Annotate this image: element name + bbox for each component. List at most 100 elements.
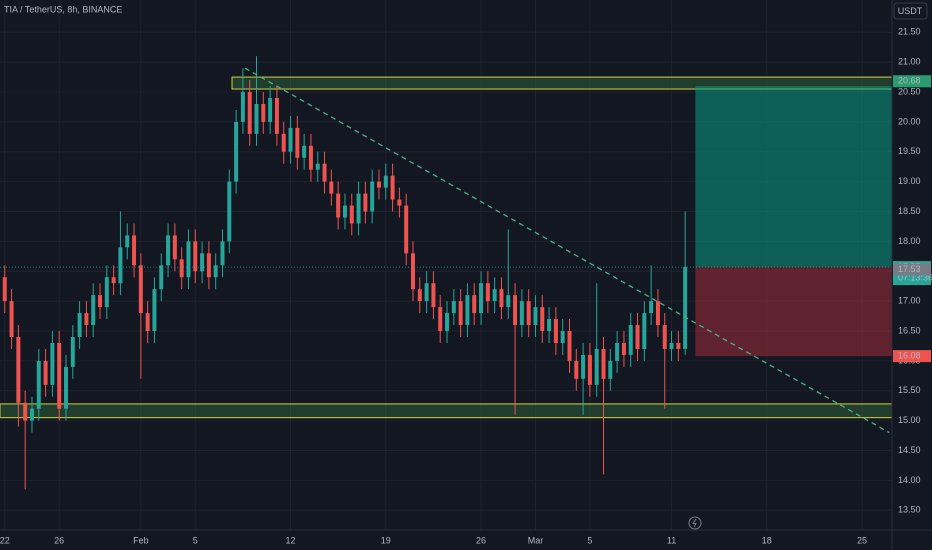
candle-body	[649, 301, 654, 314]
candle-body	[43, 360, 48, 385]
candle-body	[50, 342, 55, 385]
price-label: 20.68	[898, 76, 921, 86]
candle-body	[458, 301, 463, 326]
x-tick-label: 11	[667, 535, 676, 545]
candle-body	[465, 295, 470, 326]
candle-body	[247, 92, 252, 134]
candle-body	[227, 181, 232, 242]
candle-body	[29, 408, 34, 421]
candle-body	[220, 241, 225, 266]
candle-body	[683, 267, 688, 349]
y-tick-label: 14.50	[898, 445, 921, 455]
candle-body	[261, 103, 266, 122]
candle-body	[404, 205, 409, 254]
candle-body	[308, 145, 313, 170]
candle-body	[63, 366, 68, 409]
candle-body	[111, 277, 116, 284]
candle-body	[138, 265, 143, 314]
candle-body	[383, 175, 388, 188]
candle-body	[519, 301, 524, 326]
candle-body	[200, 253, 205, 272]
candle-body	[91, 295, 96, 326]
candle-body	[234, 121, 239, 182]
candle-body	[159, 265, 164, 290]
y-tick-label: 18.00	[898, 236, 921, 246]
y-tick-label: 14.00	[898, 475, 921, 485]
candle-body	[104, 277, 109, 308]
candle-body	[533, 307, 538, 326]
candle-body	[485, 283, 490, 302]
candle-body	[77, 313, 82, 338]
candle-body	[2, 277, 7, 302]
candle-body	[445, 313, 450, 332]
candle-body	[356, 193, 361, 224]
candle-body	[132, 235, 137, 266]
y-tick-label: 20.00	[898, 116, 921, 126]
candle-body	[70, 337, 75, 367]
y-tick-label: 19.00	[898, 176, 921, 186]
price-label: 16.08	[898, 350, 921, 360]
y-tick-label: 15.50	[898, 385, 921, 395]
y-tick-label: 13.50	[898, 505, 921, 515]
candle-body	[587, 354, 592, 385]
candle-body	[213, 265, 218, 278]
price-label-box	[893, 263, 931, 276]
x-tick-label: 5	[193, 535, 198, 545]
candle-body	[145, 313, 150, 332]
candle-body	[23, 402, 28, 421]
candle-body	[411, 253, 416, 290]
y-axis-label: USDT	[898, 6, 923, 16]
candle-body	[574, 360, 579, 379]
candle-body	[601, 348, 606, 379]
candle-body	[206, 253, 211, 278]
candle-body	[363, 193, 368, 212]
candle-body	[608, 360, 613, 379]
candle-body	[492, 289, 497, 302]
candle-body	[526, 301, 531, 326]
candle-body	[172, 235, 177, 260]
countdown: 07:13:36	[898, 272, 932, 282]
candle-body	[9, 301, 14, 338]
y-tick-label: 21.50	[898, 27, 921, 37]
candle-body	[349, 205, 354, 224]
chart-title: TIA / TetherUS, 8h, BINANCE	[4, 4, 122, 14]
unit-box[interactable]	[893, 2, 928, 20]
replay-icon[interactable]	[688, 516, 702, 530]
candle-body	[431, 283, 436, 308]
price-label: 17.53	[898, 264, 921, 274]
candle-body	[152, 289, 157, 332]
candle-body	[240, 92, 245, 122]
zone	[0, 403, 893, 419]
price-label-box	[893, 75, 931, 88]
x-tick-label: 26	[54, 535, 64, 545]
x-tick-label: 22	[0, 535, 10, 545]
candle-body	[288, 127, 293, 152]
candle-body	[36, 360, 41, 409]
candle-body	[16, 337, 21, 403]
candle-body	[669, 342, 674, 349]
candle-body	[642, 313, 647, 349]
y-tick-label: 15.00	[898, 415, 921, 425]
candle-body	[567, 331, 572, 361]
stop-area	[695, 267, 892, 357]
candle-body	[118, 247, 123, 284]
candle-body	[370, 181, 375, 212]
candle-body	[553, 319, 558, 343]
candle-body	[302, 145, 307, 158]
candle-body	[581, 354, 586, 379]
x-tick-label: 25	[857, 535, 867, 545]
candle-body	[560, 331, 565, 343]
candle-body	[342, 205, 347, 218]
candle-body	[621, 342, 626, 355]
bolt	[692, 518, 697, 528]
candle-body	[676, 342, 681, 349]
candle-body	[125, 235, 130, 248]
x-tick-label: 26	[476, 535, 486, 545]
candle-body	[193, 241, 198, 272]
candle-body	[451, 301, 456, 314]
candle-body	[336, 193, 341, 218]
candle-body	[84, 313, 89, 326]
candle-body	[506, 295, 511, 308]
y-tick-label: 16.50	[898, 325, 921, 335]
candle-body	[594, 348, 599, 385]
